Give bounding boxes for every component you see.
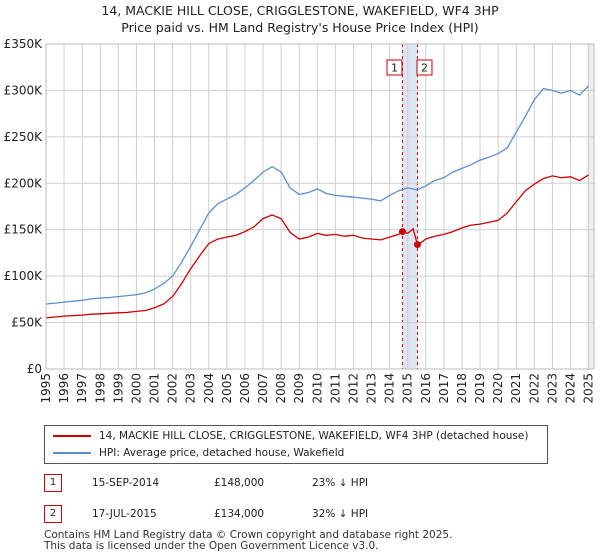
y-tick-label: £0: [27, 362, 42, 376]
x-tick-label: 2008: [274, 373, 288, 404]
x-tick-label: 1999: [111, 373, 125, 404]
x-tick-label: 1996: [57, 373, 71, 404]
x-tick-label: 2023: [545, 373, 559, 404]
x-tick-label: 2024: [563, 373, 577, 404]
footer: Contains HM Land Registry data © Crown c…: [44, 530, 452, 552]
sale-date-1: 15-SEP-2014: [92, 477, 160, 489]
y-tick-label: £150K: [4, 223, 44, 237]
property-price-line: [45, 174, 589, 319]
x-tick-label: 2010: [310, 373, 324, 404]
plot-area: [46, 44, 594, 369]
legend-property-swatch: [53, 435, 91, 437]
sale-hpi-1: 23% ↓ HPI: [312, 477, 369, 489]
x-tick-label: 2012: [346, 373, 360, 404]
sale-label-frame: [416, 59, 433, 76]
y-tick-label: £350K: [4, 37, 44, 51]
y-tick-label: £250K: [4, 130, 44, 144]
sale-price-1: £148,000: [214, 477, 265, 489]
sale-label-number: 2: [421, 62, 428, 75]
x-tick-label: 2025: [582, 373, 596, 404]
x-tick-label: 1997: [75, 373, 89, 404]
sale-date-2: 17-JUL-2015: [92, 508, 157, 520]
sale-label-number: 1: [391, 62, 398, 75]
x-tick-label: 2002: [166, 373, 180, 404]
x-tick-label: 2016: [419, 373, 433, 404]
sale-price-2: £134,000: [214, 508, 265, 520]
sale-badge-2: 2: [44, 505, 62, 523]
x-tick-label: 2017: [437, 373, 451, 404]
sale-point-2: [413, 241, 421, 249]
sale-label-box-2: 2: [416, 59, 433, 76]
forecast-region: [586, 44, 594, 369]
x-tick-label: 2013: [365, 373, 379, 404]
x-tick-label: 2005: [220, 373, 234, 404]
x-tick-label: 2022: [527, 373, 541, 404]
y-tick-label: £100K: [4, 269, 44, 283]
footer-line-1: Contains HM Land Registry data © Crown c…: [44, 529, 453, 541]
sale-hpi-2: 32% ↓ HPI: [312, 508, 369, 520]
sale-period-band: [402, 44, 418, 369]
sale-point-1: [398, 228, 406, 236]
x-tick-label: 2007: [256, 373, 270, 404]
footer-line-2: This data is licensed under the Open Gov…: [44, 540, 379, 552]
title-line-2: Price paid vs. HM Land Registry's House …: [121, 20, 479, 35]
sale-label-frame: [386, 59, 403, 76]
title-line-1: 14, MACKIE HILL CLOSE, CRIGGLESTONE, WAK…: [101, 3, 499, 18]
plot-border: [45, 43, 595, 370]
x-tick-label: 2001: [148, 373, 162, 404]
x-tick-label: 2019: [473, 373, 487, 404]
chart-title: 14, MACKIE HILL CLOSE, CRIGGLESTONE, WAK…: [0, 2, 600, 36]
x-tick-label: 2011: [328, 373, 342, 404]
x-tick-label: 2015: [401, 373, 415, 404]
x-tick-label: 2009: [292, 373, 306, 404]
sale-badge-1: 1: [44, 474, 62, 492]
x-tick-label: 1995: [39, 373, 53, 404]
x-tick-label: 2018: [455, 373, 469, 404]
sale-label-box-1: 1: [386, 59, 403, 76]
legend: 14, MACKIE HILL CLOSE, CRIGGLESTONE, WAK…: [44, 425, 548, 464]
legend-property-label: 14, MACKIE HILL CLOSE, CRIGGLESTONE, WAK…: [99, 430, 529, 442]
x-tick-label: 2000: [129, 373, 143, 404]
x-tick-label: 2021: [509, 373, 523, 404]
legend-hpi-label: HPI: Average price, detached house, Wake…: [99, 447, 345, 459]
hpi-line: [45, 85, 590, 305]
x-tick-label: 2014: [383, 373, 397, 404]
x-tick-label: 2020: [491, 373, 505, 404]
y-tick-label: £50K: [11, 316, 43, 330]
x-tick-label: 2003: [184, 373, 198, 404]
x-tick-label: 2006: [238, 373, 252, 404]
y-tick-label: £300K: [4, 83, 44, 97]
y-tick-label: £200K: [4, 176, 44, 190]
legend-hpi-swatch: [53, 452, 91, 454]
x-tick-label: 1998: [93, 373, 107, 404]
x-tick-label: 2004: [202, 373, 216, 404]
